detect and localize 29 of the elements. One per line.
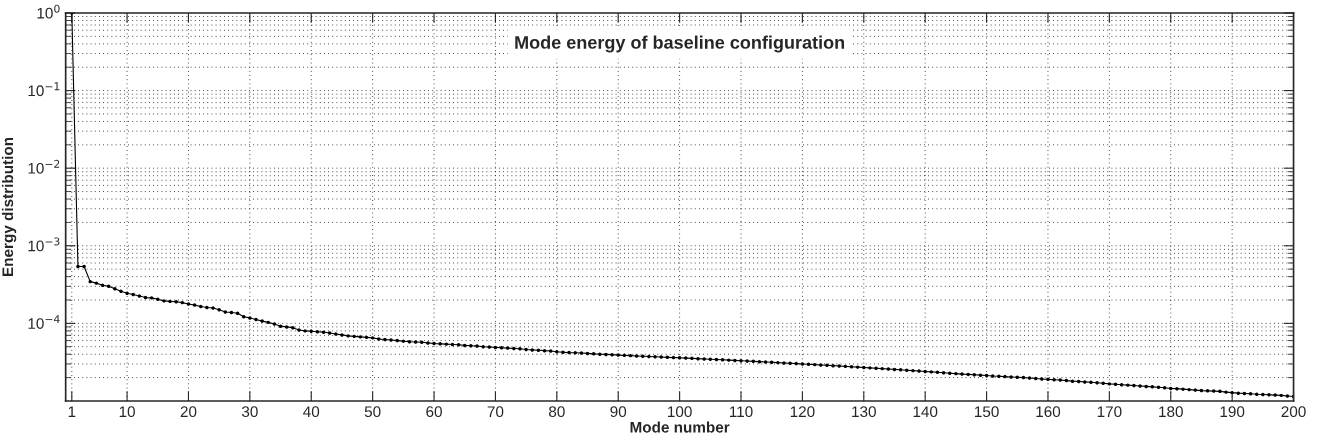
x-tick-label: 130 — [852, 406, 876, 418]
x-tick-label: 200 — [1281, 406, 1306, 418]
x-tick-label: 100 — [668, 406, 692, 418]
x-tick-label: 160 — [1036, 406, 1061, 418]
x-tick-label: 190 — [1220, 406, 1245, 418]
x-tick-label: 70 — [487, 406, 504, 418]
x-axis-title: Mode number — [630, 421, 730, 433]
x-tick-label: 40 — [303, 406, 320, 418]
y-tick-label: 10$^{−1}$ — [28, 82, 60, 97]
x-tick-label: 120 — [790, 406, 815, 418]
x-tick-label: 180 — [1159, 406, 1183, 418]
y-axis-title: Energy distribution — [1, 137, 17, 276]
x-tick-label: 80 — [548, 406, 565, 418]
x-tick-label: 90 — [610, 406, 627, 418]
x-tick-label: 60 — [426, 406, 442, 418]
x-tick-label: 30 — [241, 406, 258, 418]
x-tick-label: 110 — [729, 406, 753, 418]
x-tick-label: 1 — [68, 406, 76, 417]
x-tick-label: 20 — [180, 406, 197, 418]
y-tick-label: 10$^{−3}$ — [28, 237, 60, 252]
x-tick-label: 140 — [913, 406, 938, 418]
y-tick-label: 10$^{−4}$ — [28, 315, 60, 329]
y-tick-label: 10$^{−2}$ — [28, 159, 60, 174]
text: Mode energy of baseline configuration — [515, 35, 845, 53]
x-tick-label: 10 — [119, 406, 135, 418]
x-tick-label: 50 — [364, 406, 381, 418]
y-tick-label: 10$^{0}$ — [37, 4, 60, 19]
x-tick-label: 150 — [975, 406, 999, 418]
x-tick-label: 170 — [1097, 406, 1122, 418]
